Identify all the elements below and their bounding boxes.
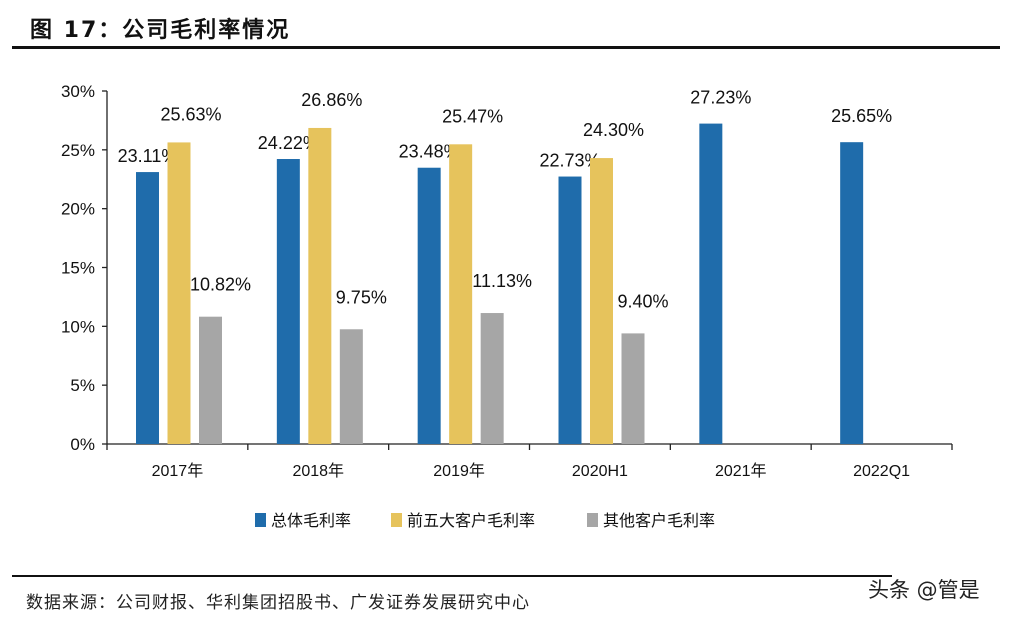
bar-3-2018年 <box>339 329 363 444</box>
data-label: 25.47% <box>442 106 503 126</box>
bar-3-2019年 <box>480 313 504 444</box>
legend-label: 前五大客户毛利率 <box>407 511 535 530</box>
data-label: 27.23% <box>690 88 751 108</box>
y-tick-label: 20% <box>61 200 95 219</box>
source-rule <box>12 575 892 577</box>
source-note: 数据来源：公司财报、华利集团招股书、广发证券发展研究中心 <box>26 593 530 613</box>
legend-swatch <box>391 513 402 527</box>
data-label: 11.13% <box>472 271 532 291</box>
data-label: 22.73% <box>539 151 600 171</box>
title-rule <box>12 46 1000 49</box>
data-label: 9.75% <box>336 287 387 307</box>
data-label: 25.65% <box>831 106 892 126</box>
data-label: 10.82% <box>190 275 251 295</box>
bar-1-2019年 <box>417 167 441 444</box>
figure-title: 图 17：公司毛利率情况 <box>30 18 291 43</box>
data-label: 26.86% <box>301 90 362 110</box>
bar-2-2017年 <box>167 142 191 444</box>
bar-2-2018年 <box>308 127 332 445</box>
y-tick-label: 0% <box>70 435 95 454</box>
y-tick-label: 25% <box>61 141 95 160</box>
data-label: 23.48% <box>399 142 460 162</box>
bar-1-2020H1 <box>558 176 582 444</box>
data-label: 9.40% <box>617 291 668 311</box>
data-label: 24.30% <box>583 120 644 140</box>
watermark: 头条 @管是 <box>868 578 980 602</box>
bar-1-2018年 <box>276 159 300 444</box>
bar-1-2017年 <box>136 172 159 444</box>
y-tick-label: 30% <box>61 82 95 101</box>
bar-3-2020H1 <box>621 333 645 444</box>
x-tick-label: 2018年 <box>292 462 344 480</box>
legend-swatch <box>587 513 598 527</box>
legend-label: 总体毛利率 <box>271 511 351 530</box>
data-label: 23.11% <box>118 146 178 166</box>
bar-2-2019年 <box>449 144 473 445</box>
data-label: 25.63% <box>160 104 221 124</box>
y-tick-label: 5% <box>70 376 95 395</box>
y-tick-label: 10% <box>61 317 95 336</box>
legend-swatch <box>255 513 266 527</box>
bar-1-2022Q1 <box>840 142 864 444</box>
bar-2-2020H1 <box>590 158 613 444</box>
x-tick-label: 2020H1 <box>572 463 628 480</box>
x-tick-label: 2021年 <box>715 462 767 480</box>
x-tick-label: 2017年 <box>152 462 204 480</box>
x-tick-label: 2019年 <box>433 462 485 480</box>
legend-label: 其他客户毛利率 <box>603 511 715 530</box>
y-tick-label: 15% <box>61 259 95 278</box>
x-tick-label: 2022Q1 <box>853 463 910 480</box>
data-label: 24.22% <box>258 133 319 153</box>
bar-1-2021年 <box>699 123 723 445</box>
bar-3-2017年 <box>199 316 222 444</box>
